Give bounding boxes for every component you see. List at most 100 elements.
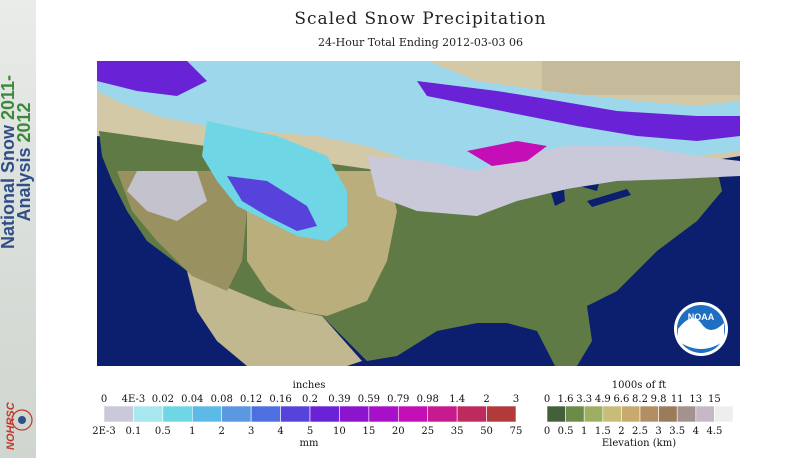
elev-tick-label: 13 [689, 394, 703, 405]
page-subtitle: 24-Hour Total Ending 2012-03-03 06 [317, 36, 524, 49]
elev-tick-label: 9.8 [650, 394, 667, 405]
precip-swatch [104, 406, 134, 422]
precip-tick-label: 0.12 [240, 394, 263, 405]
elev-swatch [583, 406, 604, 422]
page-title: Scaled Snow Precipitation [294, 9, 547, 29]
snow-lakes-core [467, 141, 547, 166]
nohrsc-logo-text: NOHRSC [5, 401, 17, 450]
elev-tick-label: 3 [655, 426, 662, 437]
precip-tick-label: 0.02 [151, 394, 174, 405]
precip-tick-label: 75 [509, 426, 523, 437]
precip-swatch [250, 406, 281, 422]
precip-swatch [339, 406, 370, 422]
elev-km-labels: 0 0.5 1 1.5 2 2.5 3 3.5 4 4.5 [535, 426, 745, 438]
precip-tick-label: 0.98 [416, 394, 439, 405]
elev-tick-label: 0.5 [557, 426, 574, 437]
elev-tick-label: 1.6 [557, 394, 574, 405]
elev-tick-label: 0 [543, 394, 551, 405]
precip-tick-label: 2 [483, 394, 490, 405]
precip-tick-label: 0.79 [387, 394, 410, 405]
elev-tick-label: 3.3 [576, 394, 593, 405]
precip-tick-label: 2E-3 [92, 426, 116, 437]
precip-swatch [397, 406, 429, 422]
precip-tick-label: 1.4 [449, 394, 466, 405]
precip-legend: inches 0 4E-3 0.02 0.04 0.08 0.12 0.16 0.2 0.39 0… [92, 380, 532, 458]
elev-top-unit: 1000s of ft [611, 380, 667, 391]
elev-swatch [676, 406, 697, 422]
elev-tick-label: 0 [543, 426, 551, 437]
elev-swatch [639, 406, 659, 422]
elev-tick-label: 4 [692, 426, 699, 437]
sidebar: National Snow 2011- Analysis 2012 NOHRSC [0, 0, 36, 458]
snow-core-north [417, 81, 740, 141]
precip-tick-label: 20 [391, 426, 405, 437]
sidebar-title: National Snow 2011- Analysis 2012 [0, 74, 34, 250]
mexico [187, 271, 362, 366]
precip-swatch [191, 406, 223, 422]
precip-tick-label: 15 [362, 426, 376, 437]
elev-tick-label: 15 [708, 394, 721, 405]
precip-bottom-unit: mm [299, 438, 319, 449]
elev-swatch [565, 406, 585, 422]
precip-tick-label: 1 [189, 426, 196, 437]
precip-tick-label: 4E-3 [121, 394, 146, 405]
precip-top-unit: inches [292, 380, 326, 391]
elev-tick-label: 2.5 [632, 426, 648, 437]
precip-mm-labels: 2E-3 0.1 0.5 1 2 3 4 5 10 15 20 25 35 50 75 [92, 426, 532, 438]
precip-swatch [427, 406, 458, 422]
precip-colorbar [104, 406, 516, 422]
precip-tick-label: 5 [306, 426, 314, 437]
noaa-logo: NOAA [674, 302, 728, 356]
snow-lakes-band [367, 146, 740, 216]
precip-tick-label: 50 [480, 426, 493, 437]
elev-tick-label: 2 [618, 426, 625, 437]
elev-bottom-unit: Elevation (km) [601, 438, 677, 449]
precip-swatch [133, 406, 164, 422]
snow-core-west [97, 61, 207, 96]
precip-tick-label: 0.39 [328, 394, 351, 405]
elev-swatch [602, 406, 622, 422]
elev-tick-label: 6.6 [613, 394, 630, 405]
precip-inch-labels: 0 4E-3 0.02 0.04 0.08 0.12 0.16 0.2 0.39 0.59 0.79… [92, 394, 532, 406]
snow-band-north [97, 61, 740, 181]
precip-tick-label: 4 [277, 426, 284, 437]
elev-tick-label: 4.9 [594, 394, 611, 405]
precip-swatch [221, 406, 252, 422]
snow-map: NOAA [97, 61, 740, 366]
precip-tick-label: 25 [421, 426, 435, 437]
precip-tick-label: 0.04 [181, 394, 204, 405]
precip-tick-label: 0 [100, 394, 108, 405]
elev-tick-label: 1.5 [594, 426, 611, 437]
precip-tick-label: 0.08 [210, 394, 233, 405]
elev-swatch [621, 406, 641, 422]
precip-tick-label: 0.1 [125, 426, 142, 437]
precip-tick-label: 3 [512, 394, 520, 405]
precip-tick-label: 0.16 [269, 394, 292, 405]
elev-colorbar [547, 406, 733, 422]
precip-swatch [162, 406, 193, 422]
snow-rockies [202, 121, 347, 241]
elev-tick-label: 3.5 [669, 426, 686, 437]
precip-swatch [486, 406, 516, 422]
precip-swatch [309, 406, 340, 422]
precip-tick-label: 2 [218, 426, 225, 437]
elev-tick-label: 8.2 [632, 394, 648, 405]
elev-tick-label: 11 [670, 394, 684, 405]
elev-swatch [695, 406, 715, 422]
hudson-bay [542, 61, 740, 95]
snow-rockies-light [127, 171, 207, 221]
precip-swatch [456, 406, 487, 422]
precip-tick-label: 0.59 [357, 394, 380, 405]
elev-tick-label: 1 [581, 426, 588, 437]
precip-tick-label: 0.2 [302, 394, 318, 405]
precip-tick-label: 35 [450, 426, 464, 437]
noaa-logo-text: NOAA [688, 312, 715, 322]
elev-swatch [547, 406, 566, 422]
nohrsc-logo: NOHRSC [5, 401, 33, 450]
elev-tick-label: 4.5 [706, 426, 723, 437]
precip-tick-label: 10 [333, 426, 346, 437]
precip-tick-label: 3 [247, 426, 255, 437]
precip-tick-label: 0.5 [154, 426, 171, 437]
precip-swatch [368, 406, 399, 422]
